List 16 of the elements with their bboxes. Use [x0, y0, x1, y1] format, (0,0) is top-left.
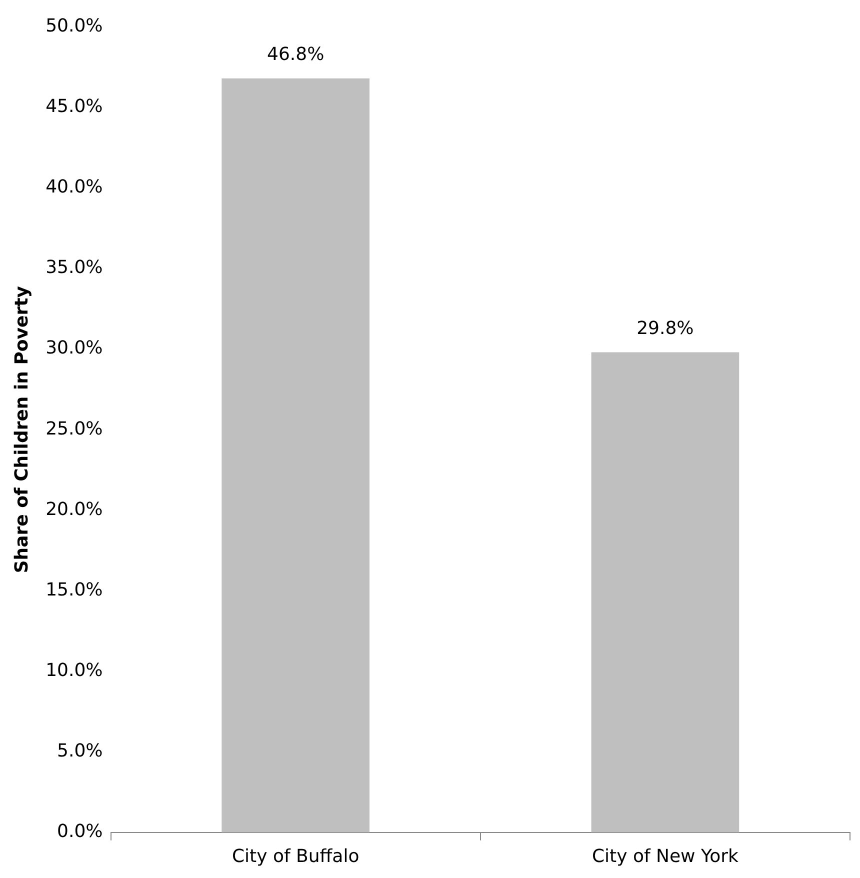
- y-tick-label: 30.0%: [46, 338, 103, 359]
- y-tick-label: 35.0%: [46, 257, 103, 278]
- y-tick-label: 40.0%: [46, 176, 103, 198]
- y-tick-label: 0.0%: [57, 821, 103, 842]
- y-tick-label: 25.0%: [46, 418, 103, 440]
- y-tick-label: 10.0%: [46, 660, 103, 681]
- data-label: 29.8%: [636, 318, 694, 339]
- y-tick-label: 45.0%: [46, 96, 103, 118]
- data-label: 46.8%: [266, 44, 324, 66]
- x-tick-label: City of New York: [592, 846, 740, 867]
- y-tick-label: 5.0%: [57, 740, 103, 762]
- x-tick-label: City of Buffalo: [232, 846, 360, 867]
- y-tick-label: 15.0%: [46, 579, 103, 600]
- y-axis-title: Share of Children in Poverty: [11, 286, 32, 574]
- y-tick-label: 50.0%: [46, 15, 103, 36]
- y-tick-label: 20.0%: [46, 498, 103, 520]
